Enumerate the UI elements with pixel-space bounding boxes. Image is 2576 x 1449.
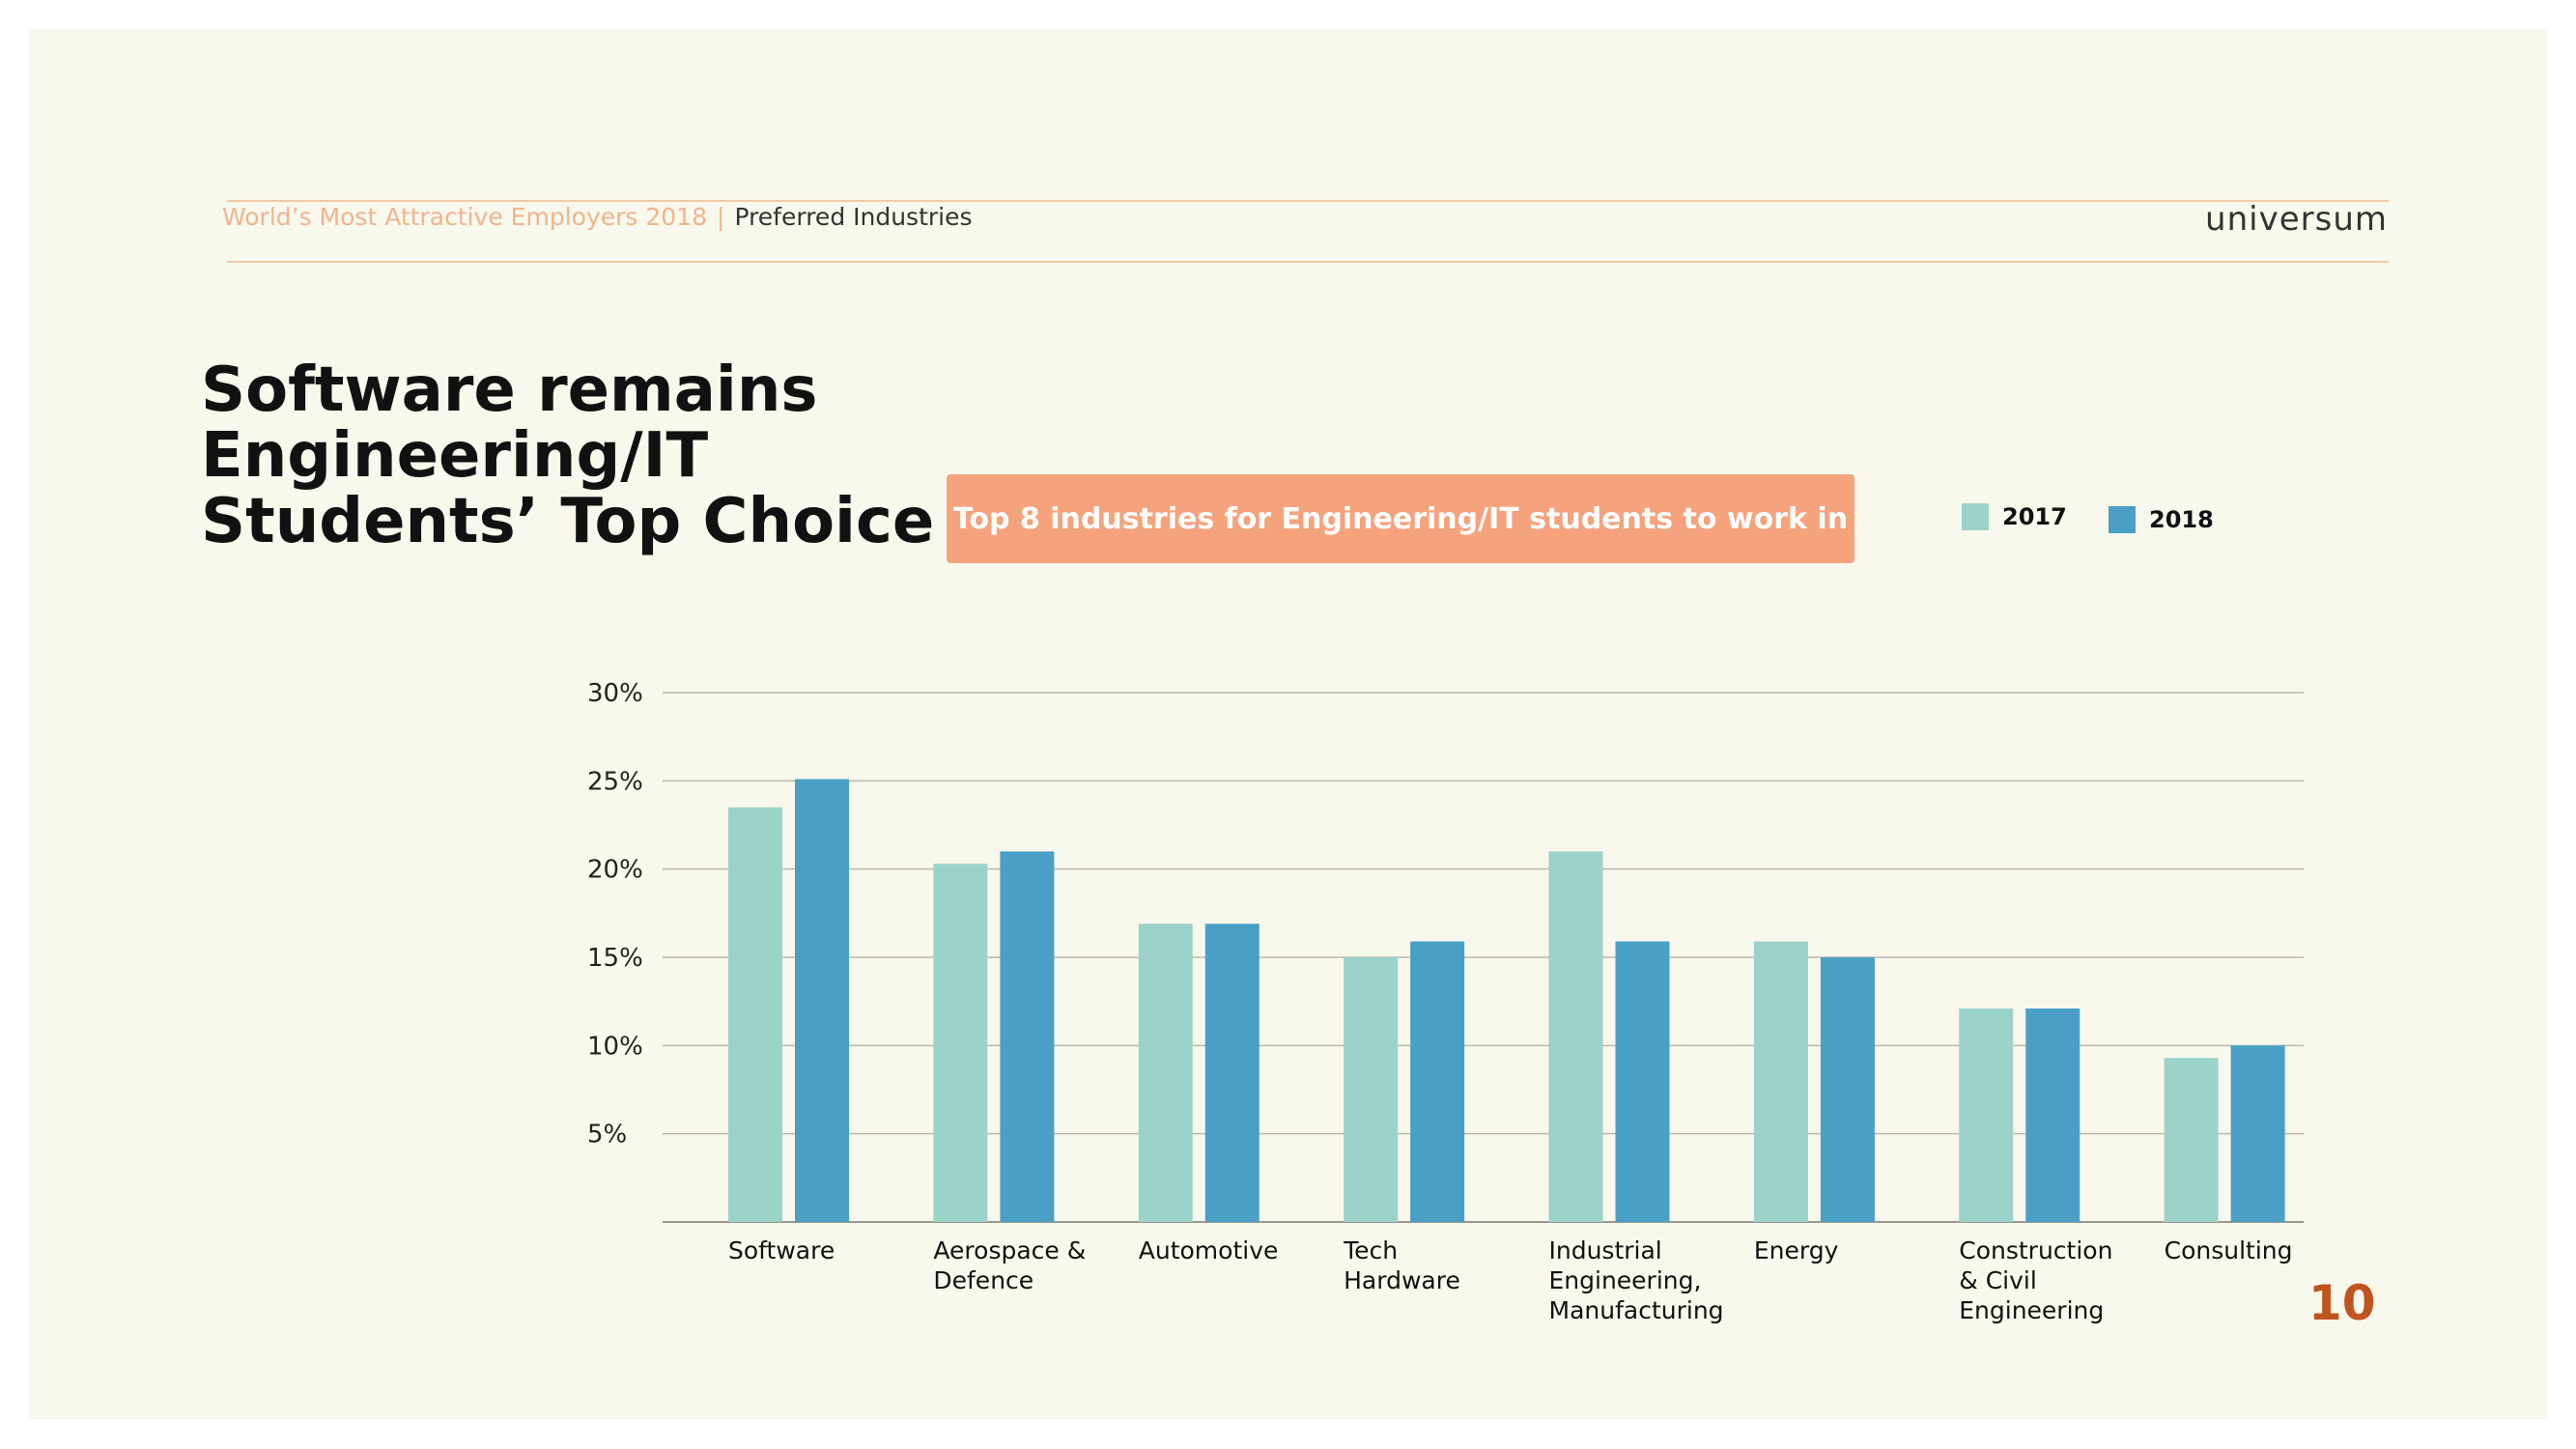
bar-2017 [933, 864, 988, 1222]
x-tick-label-line: Hardware [1344, 1266, 1460, 1294]
x-tick-label-line: Software [728, 1236, 835, 1264]
x-tick-label-line: Industrial [1549, 1236, 1662, 1264]
bar-2017 [1959, 1008, 2014, 1222]
y-tick-label: 30% [587, 679, 643, 708]
breadcrumb-separator: | [717, 203, 725, 231]
x-tick-label-line: Automotive [1139, 1236, 1279, 1264]
header-bottom-rule [227, 261, 2389, 263]
bar-2017 [728, 807, 782, 1222]
x-tick-label: Industrial Engineering, Manufacturing [1549, 1236, 1724, 1324]
x-tick-label-line: Engineering, [1549, 1266, 1702, 1294]
title-line-2: Engineering/IT [201, 420, 709, 492]
x-tick-label-line: Manufacturing [1549, 1296, 1724, 1324]
section-title: Preferred Industries [734, 203, 973, 231]
title-line-3: Students’ Top Choice [201, 486, 935, 557]
page-title: Software remains Engineering/IT Students… [201, 357, 934, 554]
x-tick-label-line: Construction [1959, 1236, 2112, 1264]
page-number: 10 [2308, 1275, 2376, 1331]
x-tick-label-line: Defence [933, 1266, 1033, 1294]
title-line-1: Software remains [201, 355, 818, 426]
bar-2017 [2164, 1058, 2219, 1222]
slide [29, 29, 2547, 1420]
x-tick-label-line: Tech [1343, 1236, 1398, 1264]
legend-item-2018: 2018 [2109, 506, 2214, 533]
legend-swatch-2018 [2109, 506, 2136, 533]
y-tick-label: 15% [587, 944, 643, 973]
bar-2018 [2230, 1045, 2285, 1222]
x-tick-label: Automotive [1139, 1236, 1279, 1264]
y-tick-label: 20% [587, 856, 643, 885]
x-tick-label: Construction & Civil Engineering [1959, 1236, 2112, 1324]
bar-2018 [1410, 941, 1465, 1222]
x-tick-label-line: & Civil [1959, 1266, 2037, 1294]
bar-2018 [1615, 941, 1670, 1222]
y-tick-label: 10% [587, 1032, 643, 1061]
header-breadcrumb: World’s Most Attractive Employers 2018 | P… [222, 203, 973, 232]
legend-label-2017: 2017 [2002, 503, 2067, 530]
x-tick-label: Tech Hardware [1343, 1236, 1460, 1294]
legend-swatch-2017 [1962, 503, 1989, 530]
x-tick-label: Consulting [2165, 1236, 2293, 1264]
report-title: World’s Most Attractive Employers 2018 [222, 203, 707, 231]
x-tick-label: Energy [1754, 1236, 1839, 1264]
bar-2017 [1548, 851, 1603, 1222]
universum-logo: universum [2205, 200, 2388, 239]
bar-2018 [1820, 957, 1875, 1222]
x-tick-label: Software [728, 1236, 835, 1264]
legend-label-2018: 2018 [2149, 506, 2214, 533]
header-top-rule [227, 200, 2389, 202]
bar-2017 [1138, 923, 1193, 1222]
x-tick-label-line: Aerospace & [933, 1236, 1086, 1264]
x-tick-label-line: Consulting [2165, 1236, 2293, 1264]
legend-item-2017: 2017 [1962, 503, 2067, 530]
chart-banner: Top 8 industries for Engineering/IT stud… [947, 474, 1854, 563]
y-tick-label: 25% [587, 767, 643, 796]
bar-2018 [1000, 851, 1055, 1222]
bar-2017 [1753, 941, 1808, 1222]
x-tick-label-line: Energy [1754, 1236, 1839, 1264]
bar-2018 [1204, 923, 1260, 1222]
bar-2018 [2025, 1008, 2081, 1222]
bar-2018 [795, 779, 849, 1222]
y-tick-label: 5% [587, 1121, 627, 1150]
bar-2017 [1344, 957, 1399, 1222]
x-tick-label: Aerospace & Defence [933, 1236, 1086, 1294]
x-tick-label-line: Engineering [1959, 1296, 2104, 1324]
